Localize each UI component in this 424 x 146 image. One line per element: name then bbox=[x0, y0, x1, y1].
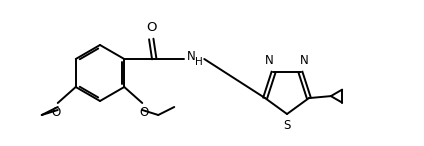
Text: N: N bbox=[187, 51, 196, 64]
Text: N: N bbox=[300, 54, 309, 67]
Text: O: O bbox=[139, 106, 149, 119]
Text: N: N bbox=[265, 54, 274, 67]
Text: O: O bbox=[51, 106, 60, 119]
Text: O: O bbox=[146, 21, 156, 34]
Text: S: S bbox=[283, 119, 291, 132]
Text: H: H bbox=[195, 57, 203, 67]
